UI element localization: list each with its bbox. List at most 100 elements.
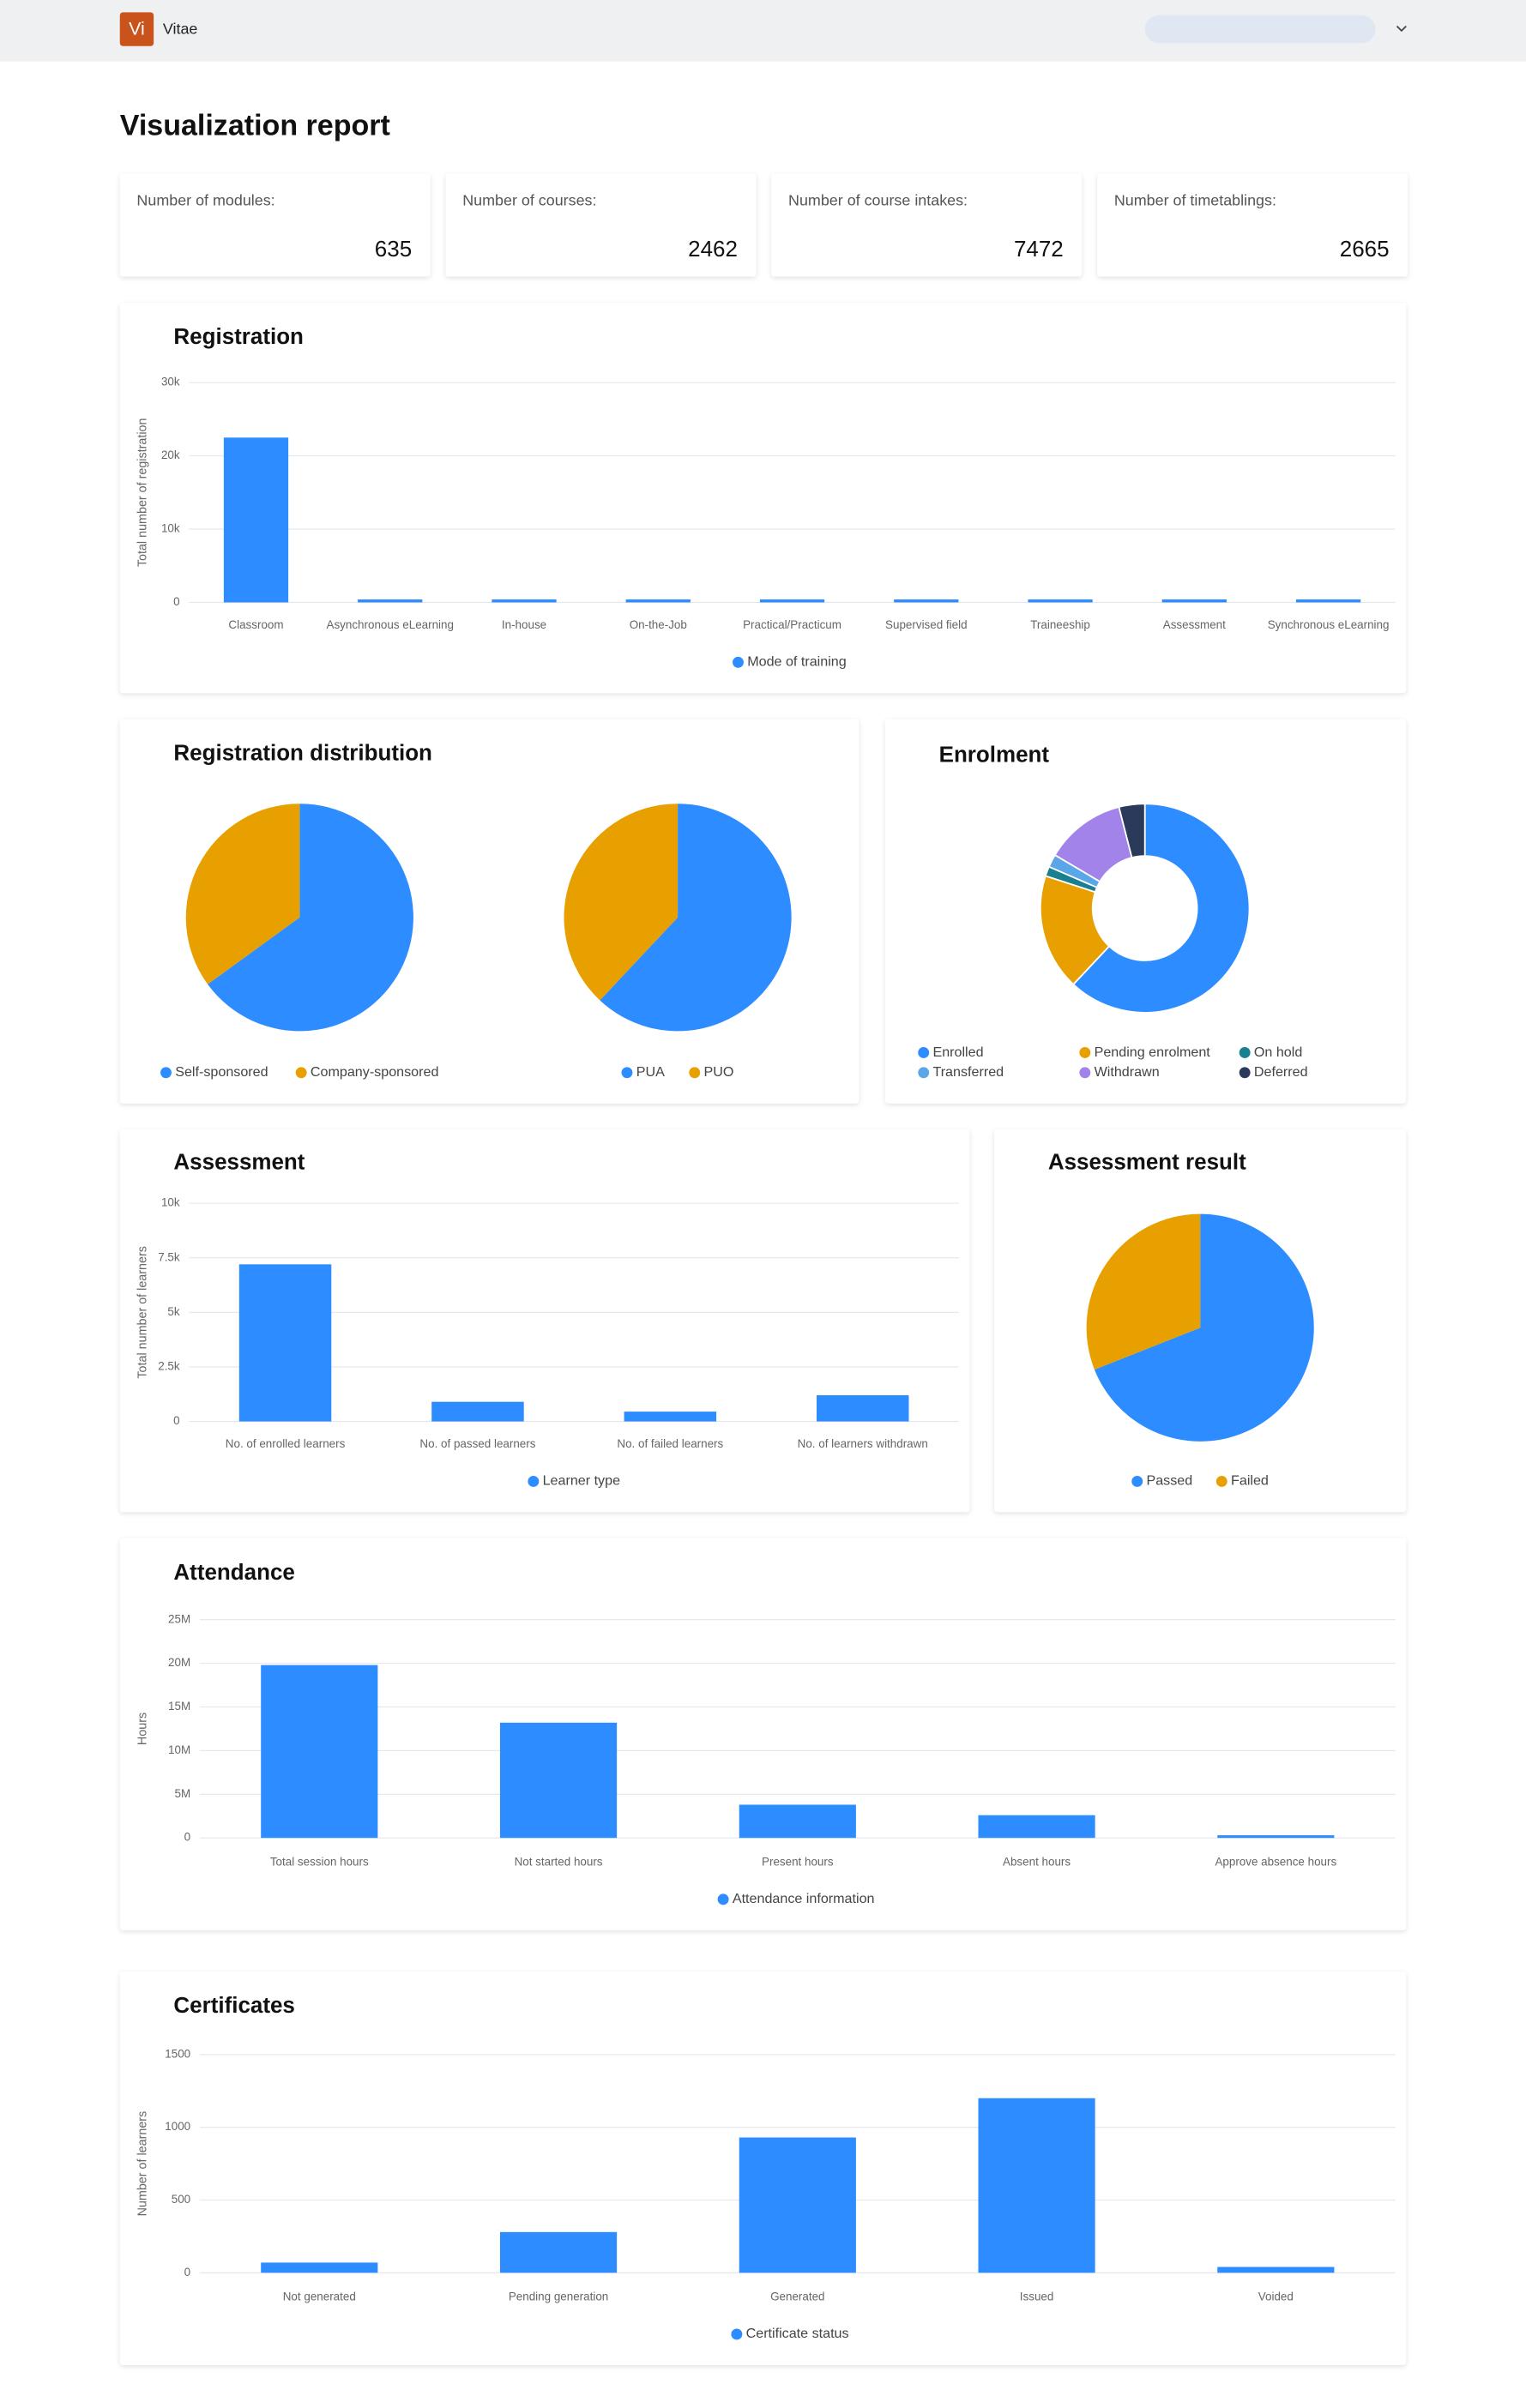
legend-swatch <box>689 1067 701 1079</box>
x-tick-label: Issued <box>1020 2291 1054 2303</box>
x-tick-label: Practical/Practicum <box>743 618 841 631</box>
stat-label: Number of course intakes: <box>788 191 968 208</box>
card <box>119 303 1407 694</box>
y-tick-label: 0 <box>184 1831 190 1844</box>
x-tick-label: Absent hours <box>1003 1855 1071 1868</box>
legend-label: Enrolled <box>932 1044 983 1060</box>
x-tick-label: Approve absence hours <box>1215 1855 1336 1868</box>
dropdown-caret[interactable] <box>1396 25 1407 33</box>
user-menu[interactable] <box>1144 15 1376 44</box>
bar <box>624 1412 717 1422</box>
bar <box>1295 599 1361 603</box>
bar <box>261 1665 378 1839</box>
stat-value: 2665 <box>1340 236 1390 262</box>
y-tick-label: 10M <box>168 1743 190 1756</box>
legend-label: Mode of training <box>747 654 847 670</box>
legend-swatch <box>717 1893 729 1905</box>
legend-label: Transferred <box>932 1064 1004 1080</box>
x-tick-label: No. of failed learners <box>617 1437 723 1450</box>
legend-label: Pending enrolment <box>1095 1044 1211 1060</box>
y-tick-label: 25M <box>168 1612 190 1625</box>
legend-swatch <box>621 1067 633 1079</box>
y-tick-label: 5M <box>174 1787 190 1800</box>
legend-label: On hold <box>1254 1044 1302 1060</box>
y-tick-label: 0 <box>173 1414 179 1427</box>
legend-swatch <box>1079 1067 1091 1079</box>
legend-label: Company-sponsored <box>311 1064 439 1080</box>
x-tick-label: Present hours <box>762 1855 834 1868</box>
bar <box>261 2262 378 2273</box>
legend-label: Deferred <box>1254 1064 1308 1080</box>
x-tick-label: Not generated <box>283 2291 356 2303</box>
legend-swatch <box>1131 1475 1143 1487</box>
chart-title: Assessment <box>173 1148 305 1174</box>
y-tick-label: 10k <box>161 522 180 535</box>
legend-swatch <box>160 1067 172 1079</box>
y-tick-label: 5k <box>167 1305 179 1318</box>
chart-title: Attendance <box>173 1559 294 1585</box>
pie-slice <box>564 804 679 1001</box>
card <box>771 173 1083 277</box>
stat-value: 635 <box>375 236 412 262</box>
x-tick-label: Generated <box>770 2291 824 2303</box>
y-tick-label: 0 <box>173 595 179 608</box>
donut-slice <box>1072 803 1251 1014</box>
legend-label: Attendance information <box>733 1891 875 1906</box>
legend-swatch <box>1215 1475 1227 1487</box>
stat-label: Number of courses: <box>462 191 596 208</box>
x-tick-label: Classroom <box>228 618 283 631</box>
donut-slice <box>1118 803 1146 859</box>
y-axis-label: Hours <box>136 1713 149 1745</box>
chart-title: Registration distribution <box>173 740 431 766</box>
x-tick-label: No. of passed learners <box>419 1437 535 1450</box>
x-tick-label: Synchronous eLearning <box>1268 618 1390 631</box>
y-axis-label: Total number of learners <box>136 1246 149 1379</box>
y-tick-label: 10k <box>161 1196 180 1209</box>
y-tick-label: 30k <box>161 376 180 388</box>
bar <box>1161 599 1227 603</box>
x-tick-label: In-house <box>502 618 546 631</box>
bar <box>759 599 825 603</box>
bar <box>1217 1835 1335 1839</box>
chart-title: Enrolment <box>939 742 1050 768</box>
y-tick-label: 20M <box>168 1656 190 1669</box>
legend-label: Failed <box>1231 1473 1269 1489</box>
bar <box>499 1722 618 1839</box>
card <box>119 1129 970 1513</box>
legend-label: Passed <box>1146 1473 1192 1489</box>
app-name: Vitae <box>163 21 198 38</box>
legend-swatch <box>1239 1067 1251 1079</box>
y-tick-label: 15M <box>168 1700 190 1713</box>
bar <box>223 437 289 603</box>
y-tick-label: 7.5k <box>158 1250 180 1263</box>
logo-text: Vi <box>129 19 145 39</box>
stat-value: 2462 <box>688 236 738 262</box>
legend-label: PUA <box>636 1064 665 1080</box>
chart-title: Registration <box>173 323 303 349</box>
x-tick-label: Supervised field <box>885 618 967 631</box>
y-axis-label: Total number of registration <box>136 418 149 567</box>
legend-label: Withdrawn <box>1095 1064 1160 1080</box>
bar <box>739 1804 856 1839</box>
y-axis-label: Number of learners <box>136 2111 149 2217</box>
legend-swatch <box>918 1067 930 1079</box>
legend-swatch <box>1239 1047 1251 1058</box>
x-tick-label: Not started hours <box>515 1855 603 1868</box>
card <box>1097 173 1408 277</box>
legend-swatch <box>1079 1047 1091 1058</box>
card <box>445 173 757 277</box>
pie-slice <box>208 804 413 1032</box>
logo[interactable] <box>119 12 154 46</box>
card <box>884 719 1407 1104</box>
x-tick-label: Assessment <box>1163 618 1226 631</box>
legend-label: PUO <box>704 1064 734 1080</box>
pie-slice <box>1086 1213 1201 1370</box>
pie-slice <box>1094 1213 1314 1442</box>
bar <box>978 2098 1095 2273</box>
legend-swatch <box>295 1067 307 1079</box>
card <box>119 173 431 277</box>
legend-swatch <box>733 656 744 668</box>
bar <box>238 1264 332 1422</box>
legend-swatch <box>528 1475 540 1487</box>
